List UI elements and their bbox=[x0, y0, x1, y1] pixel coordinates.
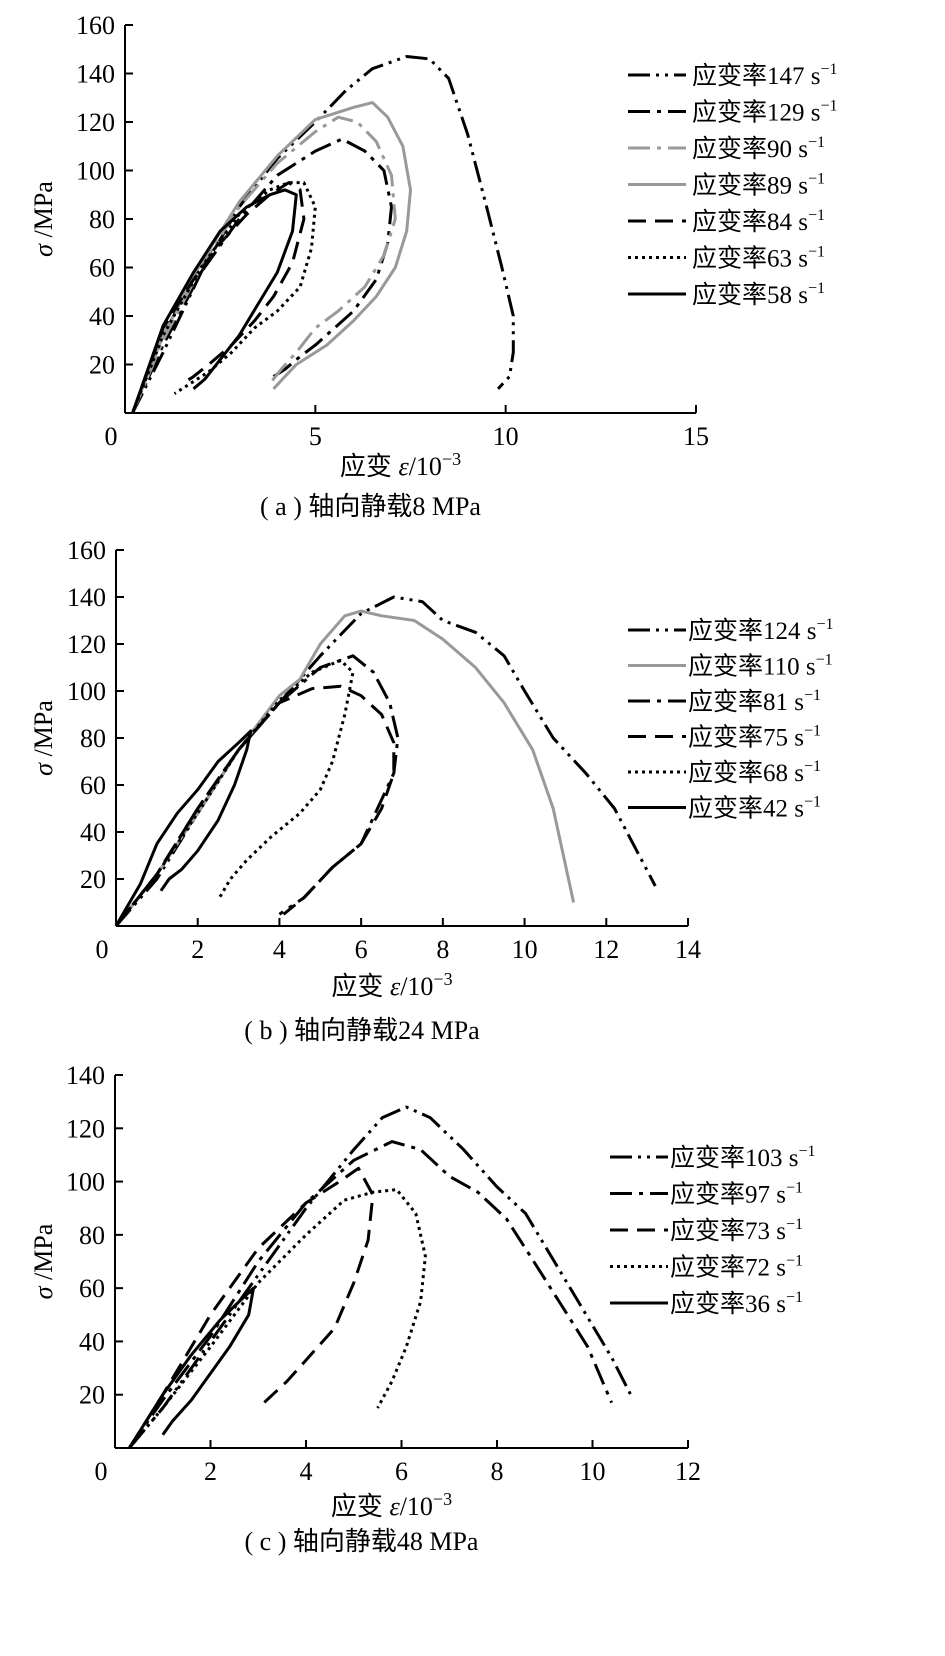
x-axis-label: 应变 ε/10−3 bbox=[331, 1489, 452, 1521]
y-tick-label: 140 bbox=[67, 583, 106, 612]
y-tick-label: 60 bbox=[79, 1274, 105, 1303]
x-tick-label: 6 bbox=[395, 1457, 408, 1486]
x-tick-label: 12 bbox=[593, 935, 619, 964]
legend-entry-4: 应变率68 s−1 bbox=[688, 758, 821, 787]
legend-entry-3: 应变率72 s−1 bbox=[670, 1253, 803, 1282]
y-tick-label: 120 bbox=[76, 108, 115, 137]
y-axis-label: σ /MPa bbox=[29, 1223, 58, 1299]
series-line-1 bbox=[128, 1140, 613, 1449]
x-tick-label: 2 bbox=[191, 935, 204, 964]
legend-entry-4: 应变率84 s−1 bbox=[692, 207, 825, 236]
panel-b: 0 2 4 6 8 10 12 14 20 40 60 80 100 120 140 160 应变 ε/10−3… bbox=[29, 536, 834, 1045]
y-tick-label: 80 bbox=[80, 724, 106, 753]
legend-entry-3: 应变率75 s−1 bbox=[688, 723, 821, 752]
x-tick-label: 10 bbox=[493, 422, 519, 451]
legend-entry-1: 应变率129 s−1 bbox=[692, 98, 838, 127]
series-line-5 bbox=[114, 729, 253, 927]
y-tick-label: 140 bbox=[66, 1061, 105, 1090]
x-tick-label: 10 bbox=[580, 1457, 606, 1486]
x-tick-label: 12 bbox=[675, 1457, 701, 1486]
x-tick-label: 8 bbox=[491, 1457, 504, 1486]
legend-entry-2: 应变率81 s−1 bbox=[688, 687, 821, 716]
series-line-2 bbox=[131, 115, 397, 414]
y-tick-label: 160 bbox=[67, 536, 106, 565]
series-line-3 bbox=[131, 101, 412, 414]
series-line-4 bbox=[128, 1286, 255, 1449]
series-line-3 bbox=[114, 684, 396, 927]
series-line-5 bbox=[131, 181, 317, 414]
y-tick-label: 100 bbox=[66, 1168, 105, 1197]
y-axis-label: σ /MPa bbox=[29, 181, 58, 257]
x-tick-label: 6 bbox=[355, 935, 368, 964]
series-line-0 bbox=[128, 1105, 633, 1449]
x-tick-label: 2 bbox=[204, 1457, 217, 1486]
x-axis-label: 应变 ε/10−3 bbox=[331, 969, 452, 1001]
legend-entry-0: 应变率124 s−1 bbox=[688, 616, 834, 645]
series-line-4 bbox=[131, 181, 306, 414]
y-tick-label: 160 bbox=[76, 11, 115, 40]
panel-caption: ( a ) 轴向静载8 MPa bbox=[260, 492, 481, 521]
y-tick-label: 40 bbox=[89, 302, 115, 331]
series-line-2 bbox=[128, 1166, 375, 1449]
x-tick-label: 14 bbox=[675, 935, 701, 964]
legend-entry-0: 应变率147 s−1 bbox=[692, 61, 838, 90]
series-line-3 bbox=[128, 1188, 427, 1449]
series-line-0 bbox=[114, 595, 657, 927]
y-tick-label: 20 bbox=[79, 1381, 105, 1410]
x-tick-label: 0 bbox=[96, 935, 109, 964]
panel-caption: ( b ) 轴向静载24 MPa bbox=[244, 1016, 480, 1045]
series-line-4 bbox=[114, 659, 355, 927]
panel-caption: ( c ) 轴向静载48 MPa bbox=[245, 1527, 479, 1556]
legend-entry-4: 应变率36 s−1 bbox=[670, 1289, 803, 1318]
legend-entry-2: 应变率90 s−1 bbox=[692, 134, 825, 163]
x-tick-label: 0 bbox=[95, 1457, 108, 1486]
y-tick-label: 100 bbox=[67, 677, 106, 706]
x-tick-label: 8 bbox=[436, 935, 449, 964]
legend-entry-1: 应变率97 s−1 bbox=[670, 1180, 803, 1209]
legend-entry-5: 应变率63 s−1 bbox=[692, 244, 825, 273]
x-tick-label: 5 bbox=[309, 422, 322, 451]
y-tick-label: 80 bbox=[89, 205, 115, 234]
y-tick-label: 120 bbox=[67, 630, 106, 659]
y-tick-label: 120 bbox=[66, 1114, 105, 1143]
y-tick-label: 60 bbox=[89, 254, 115, 283]
legend-entry-0: 应变率103 s−1 bbox=[670, 1143, 816, 1172]
legend-entry-1: 应变率110 s−1 bbox=[688, 652, 833, 681]
x-tick-label: 4 bbox=[300, 1457, 313, 1486]
panel-a: 0 5 10 15 20 40 60 80 100 120 140 160 应变 ε/10−3 σ /MP… bbox=[29, 11, 838, 521]
y-tick-label: 100 bbox=[76, 157, 115, 186]
series-line-2 bbox=[114, 654, 400, 927]
x-tick-label: 15 bbox=[683, 422, 709, 451]
y-tick-label: 20 bbox=[80, 865, 106, 894]
x-axis-label: 应变 ε/10−3 bbox=[340, 449, 461, 481]
y-axis-label: σ /MPa bbox=[29, 700, 58, 776]
y-tick-label: 40 bbox=[80, 818, 106, 847]
y-tick-label: 140 bbox=[76, 60, 115, 89]
legend-entry-3: 应变率89 s−1 bbox=[692, 171, 825, 200]
series-line-0 bbox=[131, 55, 515, 414]
legend-entry-6: 应变率58 s−1 bbox=[692, 280, 825, 309]
y-tick-label: 20 bbox=[89, 351, 115, 380]
panel-c: 0 2 4 6 8 10 12 20 40 60 80 100 120 140 应变 ε/10−3 σ /MP… bbox=[29, 1061, 816, 1556]
legend-entry-2: 应变率73 s−1 bbox=[670, 1216, 803, 1245]
series-line-1 bbox=[131, 137, 393, 414]
y-tick-label: 60 bbox=[80, 771, 106, 800]
series-line-6 bbox=[131, 188, 298, 414]
x-tick-label: 0 bbox=[105, 422, 118, 451]
x-tick-label: 10 bbox=[512, 935, 538, 964]
y-tick-label: 40 bbox=[79, 1327, 105, 1356]
legend-entry-5: 应变率42 s−1 bbox=[688, 794, 821, 823]
x-tick-label: 4 bbox=[273, 935, 286, 964]
y-tick-label: 80 bbox=[79, 1221, 105, 1250]
